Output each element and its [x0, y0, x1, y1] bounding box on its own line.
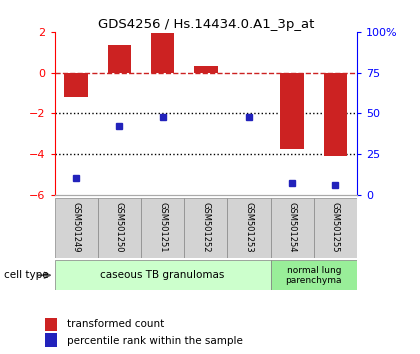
Text: percentile rank within the sample: percentile rank within the sample — [67, 336, 243, 346]
Text: GSM501252: GSM501252 — [201, 202, 210, 253]
Text: GSM501249: GSM501249 — [72, 202, 81, 253]
Text: GSM501254: GSM501254 — [288, 202, 297, 253]
Bar — [270, 198, 314, 258]
Bar — [184, 198, 227, 258]
Text: GSM501251: GSM501251 — [158, 202, 167, 253]
Bar — [280, 73, 304, 149]
Bar — [323, 73, 347, 156]
Text: transformed count: transformed count — [67, 319, 164, 329]
Bar — [108, 45, 131, 73]
Text: GSM501253: GSM501253 — [244, 202, 254, 253]
Text: caseous TB granulomas: caseous TB granulomas — [100, 270, 225, 280]
Bar — [151, 33, 174, 73]
Text: GSM501255: GSM501255 — [331, 202, 340, 253]
Bar — [227, 198, 270, 258]
Text: GSM501250: GSM501250 — [115, 202, 124, 253]
Bar — [55, 198, 98, 258]
Bar — [194, 67, 218, 73]
Text: normal lung
parenchyma: normal lung parenchyma — [286, 266, 342, 285]
Bar — [141, 198, 184, 258]
Bar — [314, 198, 357, 258]
Bar — [55, 260, 270, 290]
Bar — [98, 198, 141, 258]
Bar — [45, 318, 57, 331]
Text: cell type: cell type — [4, 270, 49, 280]
Bar — [270, 260, 357, 290]
Bar — [45, 333, 57, 347]
Title: GDS4256 / Hs.14434.0.A1_3p_at: GDS4256 / Hs.14434.0.A1_3p_at — [97, 18, 314, 31]
Bar — [64, 73, 88, 97]
